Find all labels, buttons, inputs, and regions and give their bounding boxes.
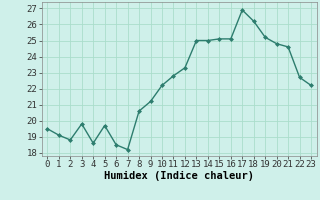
X-axis label: Humidex (Indice chaleur): Humidex (Indice chaleur)	[104, 171, 254, 181]
